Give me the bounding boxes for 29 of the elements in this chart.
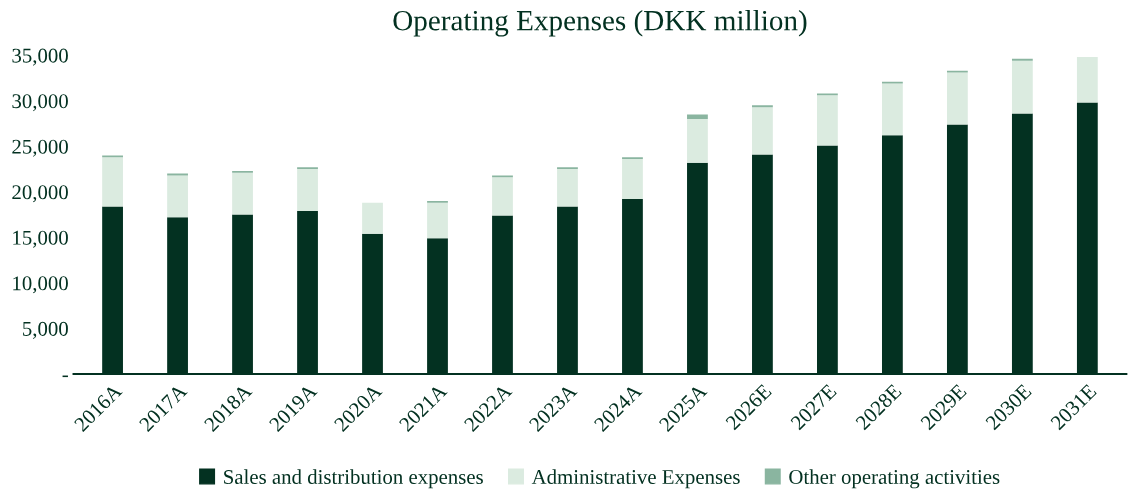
bar	[102, 157, 123, 207]
bar	[687, 118, 708, 163]
y-tick-label: 15,000	[13, 230, 68, 248]
bar	[492, 177, 513, 216]
bar	[622, 159, 643, 200]
y-tick-label: 20,000	[12, 185, 68, 203]
bar	[427, 202, 448, 239]
y-tick-label: 25,000	[12, 139, 68, 157]
legend-label: Other operating activities	[789, 469, 1000, 489]
bar	[817, 95, 838, 146]
y-tick-label: 5,000	[23, 321, 68, 339]
chart-title: Operating Expenses (DKK million)	[393, 9, 807, 37]
y-tick-label: 10,000	[13, 276, 68, 294]
bar	[362, 202, 383, 234]
bar	[946, 72, 968, 125]
bar	[232, 172, 253, 215]
legend-label: Sales and distribution expenses	[224, 469, 483, 489]
bar	[687, 114, 708, 119]
bar	[167, 175, 188, 218]
bar	[882, 83, 903, 136]
y-tick-label: 35,000	[12, 48, 68, 66]
bar	[1011, 60, 1033, 114]
bar	[752, 107, 773, 155]
y-tick-label: 30,000	[12, 94, 68, 112]
bar	[557, 169, 578, 207]
bar	[1076, 57, 1098, 103]
bar	[297, 169, 318, 211]
y-tick-label: -	[62, 375, 68, 378]
legend-label: Administrative Expenses	[531, 469, 740, 489]
